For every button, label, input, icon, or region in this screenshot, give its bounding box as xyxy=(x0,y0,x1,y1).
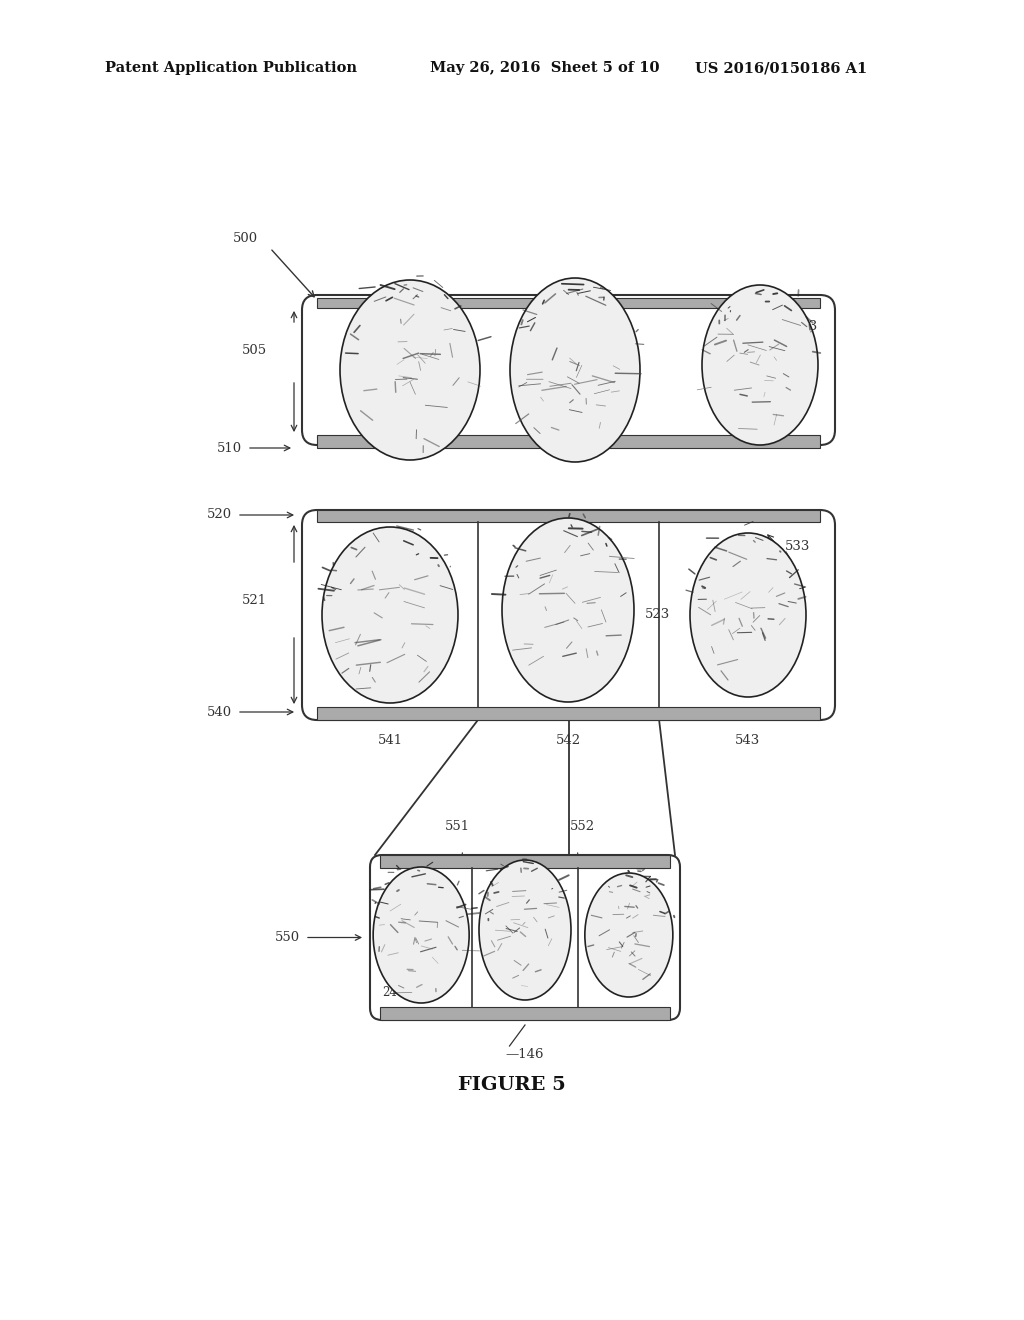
Text: 522: 522 xyxy=(403,560,428,573)
Ellipse shape xyxy=(322,527,458,704)
Text: 521: 521 xyxy=(242,594,267,606)
Text: 532: 532 xyxy=(585,540,610,553)
Text: 505: 505 xyxy=(242,343,267,356)
Text: 510: 510 xyxy=(217,441,242,454)
Text: 540: 540 xyxy=(207,705,232,718)
Bar xyxy=(317,708,820,719)
Ellipse shape xyxy=(502,517,634,702)
Text: 513: 513 xyxy=(793,319,818,333)
Bar xyxy=(317,510,820,521)
Text: 543: 543 xyxy=(735,734,761,747)
Ellipse shape xyxy=(510,279,640,462)
Text: 551: 551 xyxy=(444,820,470,833)
Bar xyxy=(380,1007,670,1020)
Text: 520: 520 xyxy=(207,508,232,521)
Text: 246: 246 xyxy=(382,986,404,999)
Text: May 26, 2016  Sheet 5 of 10: May 26, 2016 Sheet 5 of 10 xyxy=(430,61,659,75)
Ellipse shape xyxy=(340,280,480,459)
Text: 500: 500 xyxy=(232,231,258,244)
Ellipse shape xyxy=(479,861,571,1001)
Text: Patent Application Publication: Patent Application Publication xyxy=(105,61,357,75)
Text: 541: 541 xyxy=(378,734,402,747)
Text: 531: 531 xyxy=(403,545,428,558)
Bar xyxy=(380,855,670,869)
Text: US 2016/0150186 A1: US 2016/0150186 A1 xyxy=(695,61,867,75)
Ellipse shape xyxy=(702,285,818,445)
Text: 511: 511 xyxy=(438,319,463,333)
Text: 552: 552 xyxy=(570,820,595,833)
Text: 523: 523 xyxy=(645,609,671,622)
Text: 533: 533 xyxy=(785,540,810,553)
Bar xyxy=(317,298,820,308)
Ellipse shape xyxy=(690,533,806,697)
Text: 512: 512 xyxy=(586,319,611,333)
Text: —146: —146 xyxy=(506,1048,544,1061)
Bar xyxy=(317,436,820,447)
Text: 550: 550 xyxy=(274,931,300,944)
Ellipse shape xyxy=(585,873,673,997)
Text: FIGURE 5: FIGURE 5 xyxy=(458,1076,566,1094)
Text: 542: 542 xyxy=(555,734,581,747)
Ellipse shape xyxy=(373,867,469,1003)
